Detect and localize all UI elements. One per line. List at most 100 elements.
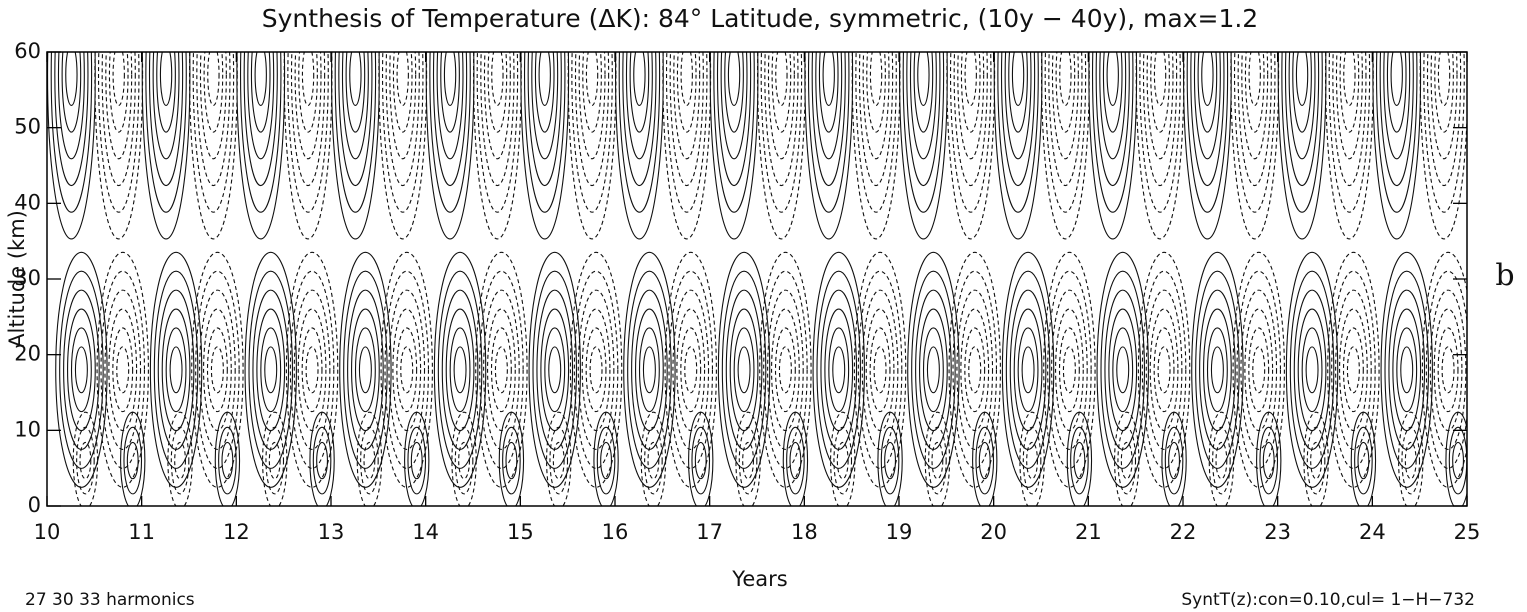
- contour-line: [1157, 346, 1171, 394]
- contour-line: [1000, 52, 1036, 187]
- contour-line: [1390, 52, 1403, 106]
- contour-line: [50, 52, 93, 213]
- contour-line: [94, 52, 144, 240]
- x-tick-label: 18: [791, 520, 818, 544]
- contour-line: [532, 270, 578, 469]
- contour-line: [351, 308, 380, 432]
- contour-line: [1073, 441, 1086, 480]
- contour-line: [623, 251, 676, 488]
- contour-line: [289, 270, 335, 469]
- contour-line: [254, 52, 267, 106]
- contour-line: [861, 289, 899, 451]
- contour-line: [625, 52, 653, 160]
- contour-line: [812, 251, 865, 488]
- contour-line: [1008, 52, 1028, 133]
- contour-line: [1112, 327, 1134, 413]
- contour-line: [1289, 270, 1335, 469]
- contour-line: [571, 52, 613, 213]
- contour-line: [199, 289, 236, 451]
- contour-line: [1096, 251, 1149, 488]
- contour-line: [250, 52, 271, 133]
- contour-line: [153, 270, 199, 469]
- contour-line: [1295, 52, 1309, 106]
- contour-line: [767, 289, 804, 451]
- y-tick-label: 30: [14, 266, 41, 290]
- contour-line: [717, 251, 771, 488]
- contour-line: [483, 289, 520, 451]
- contour-line: [642, 346, 656, 394]
- contour-line: [1288, 52, 1316, 160]
- contour-line: [567, 52, 617, 240]
- contour-line: [546, 411, 572, 506]
- contour-line: [997, 52, 1039, 213]
- contour-line: [1153, 52, 1167, 106]
- contour-line: [388, 289, 426, 451]
- contour-line: [957, 52, 985, 160]
- contour-line: [1293, 289, 1331, 451]
- contour-line: [789, 441, 802, 480]
- contour-line: [283, 52, 333, 240]
- contour-line: [721, 270, 767, 469]
- contour-line: [1009, 289, 1047, 451]
- contour-line: [458, 441, 470, 480]
- contour-line: [724, 52, 744, 133]
- contour-line: [1191, 251, 1244, 488]
- contour-line: [432, 52, 468, 187]
- contour-line: [1383, 52, 1411, 160]
- contour-line: [585, 52, 599, 106]
- contour-line: [949, 52, 992, 213]
- contour-line: [1212, 426, 1231, 495]
- contour-line: [520, 52, 570, 240]
- contour-line: [647, 441, 660, 480]
- contour-line: [759, 251, 812, 488]
- contour-line: [1197, 52, 1218, 133]
- contour-line: [531, 52, 559, 160]
- x-tick-label: 16: [602, 520, 629, 544]
- contour-line: [116, 346, 130, 394]
- contour-line: [1429, 289, 1467, 451]
- contour-line: [349, 52, 362, 106]
- y-tick-label: 50: [14, 115, 41, 139]
- contour-line: [528, 251, 581, 488]
- contour-line: [389, 52, 417, 160]
- contour-line: [1426, 52, 1462, 187]
- contour-line: [922, 327, 944, 413]
- contour-line: [915, 289, 952, 451]
- contour-line: [156, 52, 176, 133]
- contour-line: [1021, 346, 1035, 394]
- y-tick-label: 20: [14, 342, 41, 366]
- contour-line: [1350, 411, 1377, 506]
- contour-line: [1437, 327, 1459, 413]
- contour-line: [807, 52, 850, 213]
- x-tick-label: 12: [223, 520, 250, 544]
- contour-line: [757, 52, 806, 240]
- contour-line: [733, 327, 755, 413]
- contour-line: [112, 327, 134, 413]
- contour-line: [1384, 270, 1430, 469]
- contour-line: [363, 441, 376, 480]
- contour-line: [214, 411, 241, 506]
- contour-line: [540, 308, 570, 432]
- contour-line: [476, 52, 519, 213]
- contour-line: [479, 270, 524, 469]
- contour-line: [256, 308, 286, 432]
- contour-line: [243, 52, 278, 187]
- contour-line: [1404, 441, 1417, 480]
- contour-line: [169, 346, 183, 394]
- contour-line: [767, 52, 795, 160]
- contour-line: [285, 251, 339, 488]
- contour-line: [640, 411, 667, 506]
- contour-line: [931, 441, 944, 480]
- contour-line: [1047, 270, 1092, 469]
- contour-line: [680, 52, 693, 106]
- contour-line: [1117, 426, 1137, 495]
- contour-line: [771, 52, 792, 133]
- contour-line: [1398, 411, 1424, 506]
- contour-line: [1259, 426, 1279, 495]
- contour-line: [1088, 52, 1138, 240]
- x-tick-label: 21: [1075, 520, 1102, 544]
- contour-line: [877, 411, 903, 506]
- x-tick-label: 22: [1170, 520, 1197, 544]
- contour-line: [148, 52, 184, 187]
- contour-line: [664, 251, 717, 488]
